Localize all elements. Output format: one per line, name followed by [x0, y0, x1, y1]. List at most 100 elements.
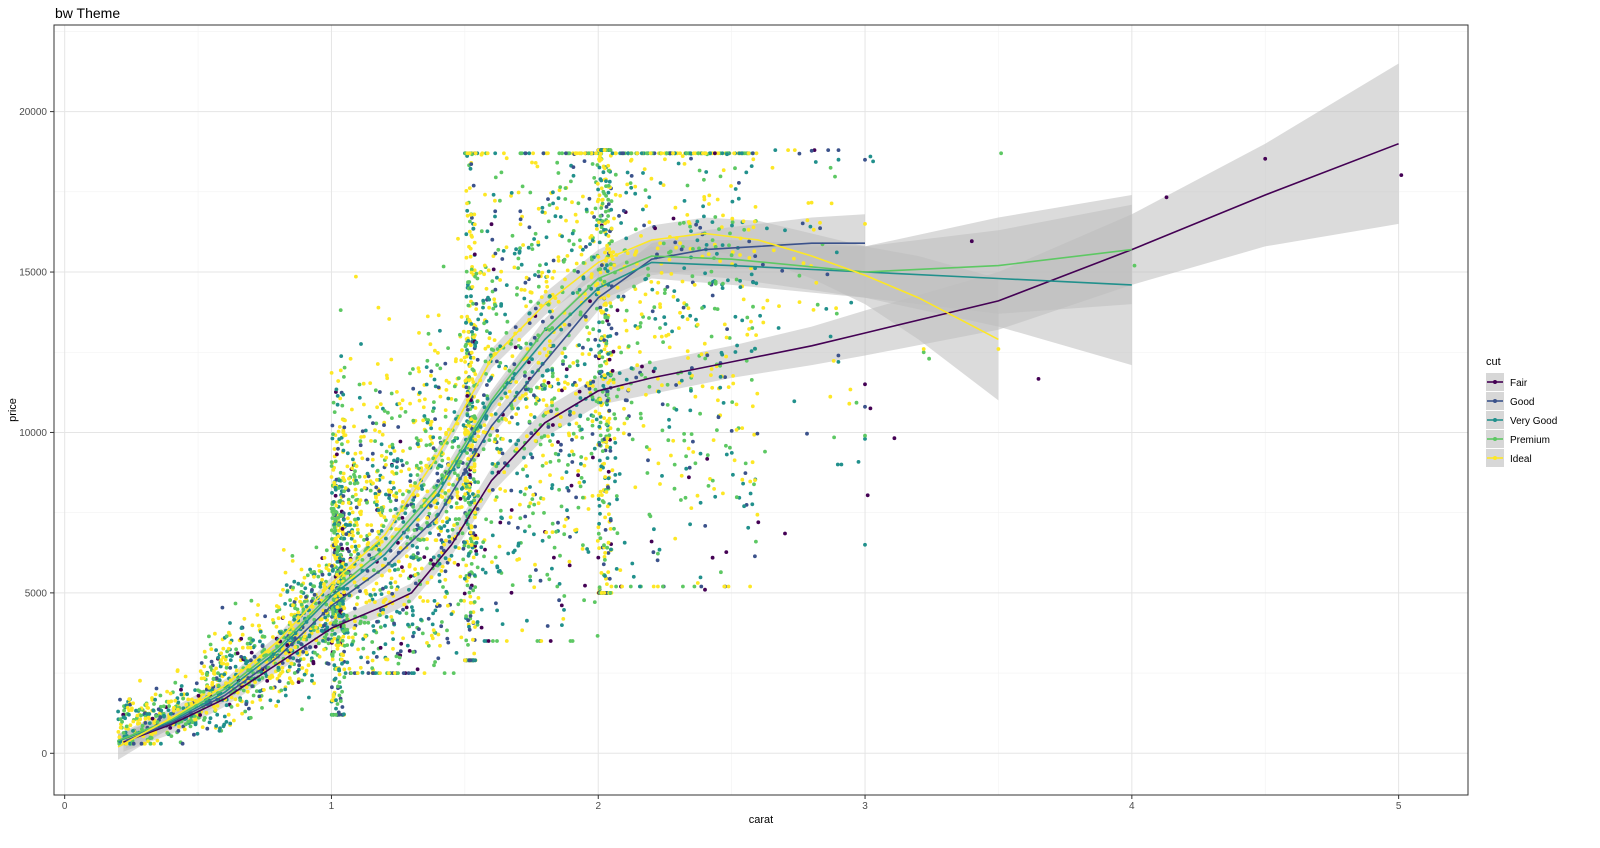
- data-point: [618, 193, 623, 198]
- data-point: [339, 614, 344, 619]
- data-point: [317, 654, 322, 659]
- data-point: [439, 441, 444, 446]
- data-point: [597, 193, 602, 198]
- data-point: [247, 636, 252, 641]
- data-point: [504, 418, 509, 422]
- data-point: [792, 256, 796, 261]
- data-point: [556, 520, 560, 525]
- data-point: [377, 429, 382, 434]
- data-point: [419, 484, 424, 488]
- data-point: [565, 254, 570, 258]
- data-point: [693, 394, 698, 399]
- data-point: [352, 626, 357, 630]
- data-point: [338, 396, 343, 401]
- data-point: [318, 581, 323, 586]
- data-point: [475, 399, 480, 404]
- data-point: [575, 359, 580, 364]
- data-point: [296, 610, 301, 615]
- data-point: [556, 255, 561, 259]
- data-point: [432, 663, 436, 668]
- data-point: [593, 206, 598, 211]
- data-point: [751, 225, 756, 230]
- data-point: [632, 284, 636, 289]
- data-point: [377, 548, 381, 552]
- data-point: [406, 622, 410, 627]
- data-point: [600, 263, 604, 267]
- data-point: [378, 390, 382, 394]
- data-point: [358, 589, 362, 593]
- data-point: [268, 698, 273, 703]
- data-point: [641, 207, 645, 212]
- data-point: [376, 305, 381, 310]
- data-point: [515, 422, 520, 426]
- data-point: [610, 151, 615, 156]
- x-tick-label: 5: [1396, 801, 1402, 812]
- data-point: [607, 357, 612, 362]
- data-point: [679, 247, 684, 252]
- data-point: [557, 423, 562, 427]
- data-point: [679, 378, 684, 383]
- data-point: [138, 678, 142, 683]
- data-point: [695, 493, 700, 498]
- data-point: [379, 513, 383, 518]
- data-point: [723, 375, 727, 379]
- data-point: [658, 241, 662, 246]
- data-point: [274, 704, 279, 708]
- data-point: [472, 573, 477, 577]
- data-point: [463, 378, 468, 383]
- data-point: [589, 347, 593, 352]
- data-point: [525, 618, 529, 623]
- data-point: [865, 493, 870, 498]
- data-point: [609, 584, 614, 589]
- data-point: [529, 290, 534, 295]
- data-point: [181, 696, 186, 701]
- data-point: [452, 410, 457, 414]
- data-point: [498, 487, 503, 491]
- data-point: [389, 357, 394, 362]
- data-point: [562, 322, 567, 327]
- data-point: [370, 658, 375, 663]
- data-point: [214, 676, 219, 681]
- data-point: [193, 721, 198, 726]
- data-point: [193, 717, 197, 722]
- data-point: [340, 527, 345, 531]
- data-point: [578, 396, 583, 400]
- data-point: [521, 243, 525, 247]
- data-point: [651, 369, 656, 374]
- data-point: [472, 240, 477, 245]
- data-point: [755, 431, 760, 436]
- data-point: [461, 495, 466, 499]
- data-point: [330, 685, 334, 690]
- data-point: [621, 294, 626, 299]
- data-point: [484, 372, 488, 376]
- data-point: [689, 388, 693, 393]
- data-point: [350, 494, 355, 499]
- data-point: [338, 308, 343, 312]
- data-point: [722, 322, 727, 327]
- data-point: [224, 720, 229, 724]
- data-point: [518, 502, 522, 507]
- data-point: [563, 277, 567, 282]
- data-point: [387, 317, 392, 321]
- data-point: [153, 692, 158, 697]
- data-point: [516, 438, 521, 443]
- data-point: [815, 302, 820, 307]
- data-point: [169, 734, 174, 738]
- data-point: [334, 706, 338, 711]
- data-point: [379, 442, 384, 447]
- data-point: [464, 232, 469, 237]
- data-point: [718, 259, 722, 263]
- data-point: [644, 392, 648, 397]
- data-point: [467, 186, 472, 191]
- data-point: [472, 536, 476, 541]
- data-point: [606, 234, 611, 238]
- data-point: [530, 160, 534, 165]
- data-point: [375, 499, 379, 504]
- data-point: [473, 625, 477, 629]
- data-point: [580, 352, 585, 356]
- data-point: [615, 394, 619, 399]
- data-point: [693, 461, 698, 466]
- data-point: [574, 383, 579, 388]
- data-point: [863, 157, 867, 162]
- data-point: [752, 219, 757, 224]
